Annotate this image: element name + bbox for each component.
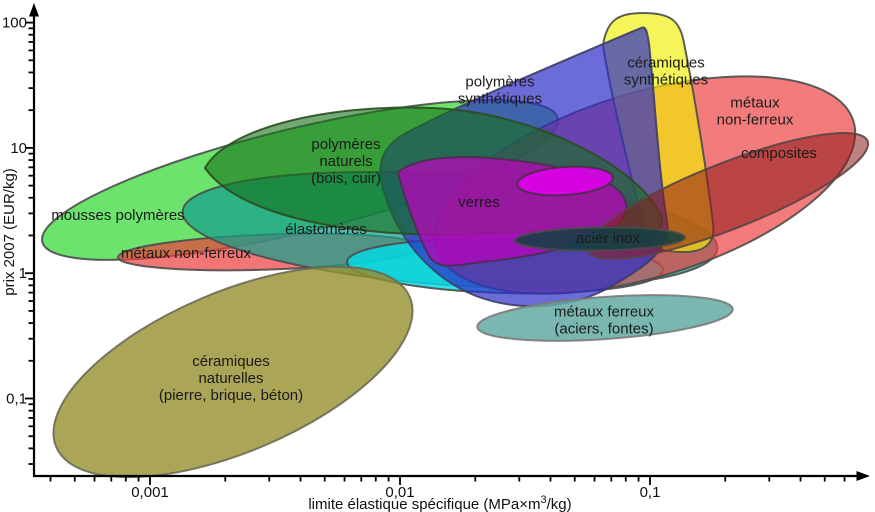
region-ceramiques-naturelles	[52, 265, 414, 479]
y-axis-arrow-icon	[29, 3, 39, 17]
label-metaux-non-ferreux-droite: métaux non-ferreux	[717, 95, 794, 129]
label-elastomeres: élastomères	[285, 221, 367, 238]
x-tick-label-0,01: 0,01	[385, 484, 414, 501]
label-ceramiques-naturelles: céramiques naturelles (pierre, brique, bét…	[159, 353, 303, 404]
y-tick-label-10: 10	[10, 140, 27, 157]
label-metaux-ferreux: métaux ferreux (aciers, fontes)	[554, 304, 655, 338]
y-tick-label-1: 1	[19, 265, 27, 282]
label-polymeres-naturels: polymères naturels (bois, cuir)	[311, 136, 381, 187]
x-axis-title: limite élastique spécifique (MPa×m3/kg)	[308, 494, 571, 512]
axes: 0,001 0,01 0,1 100 10 1 0,1 limite élastique sp…	[1, 3, 870, 512]
regions	[41, 11, 870, 479]
x-tick-label-0,001: 0,001	[131, 484, 169, 501]
label-verres: verres	[458, 194, 500, 211]
y-tick-label-0,1: 0,1	[6, 391, 27, 408]
label-acier-inox: acier inox	[576, 230, 641, 247]
x-axis-arrow-icon	[856, 471, 870, 481]
label-mousses-polymeres: mousses polymères	[51, 207, 184, 224]
label-ceramiques-synthetiques: céramiques synthétiques	[624, 55, 708, 89]
region-labels: mousses polymères métaux non-ferreux élast…	[51, 55, 817, 405]
label-polymeres-synthetiques: polymères synthétiques	[458, 74, 542, 108]
y-tick-label-100: 100	[2, 15, 27, 32]
region-acier-inox	[514, 226, 686, 252]
region-metaux-ferreux	[476, 294, 734, 342]
label-composites: composites	[741, 145, 817, 162]
label-metaux-non-ferreux-gauche: métaux non-ferreux	[121, 245, 252, 262]
x-tick-label-0,1: 0,1	[640, 484, 661, 501]
region-verres-noyau	[516, 165, 614, 197]
y-axis-title: prix 2007 (EUR/kg)	[1, 168, 18, 296]
